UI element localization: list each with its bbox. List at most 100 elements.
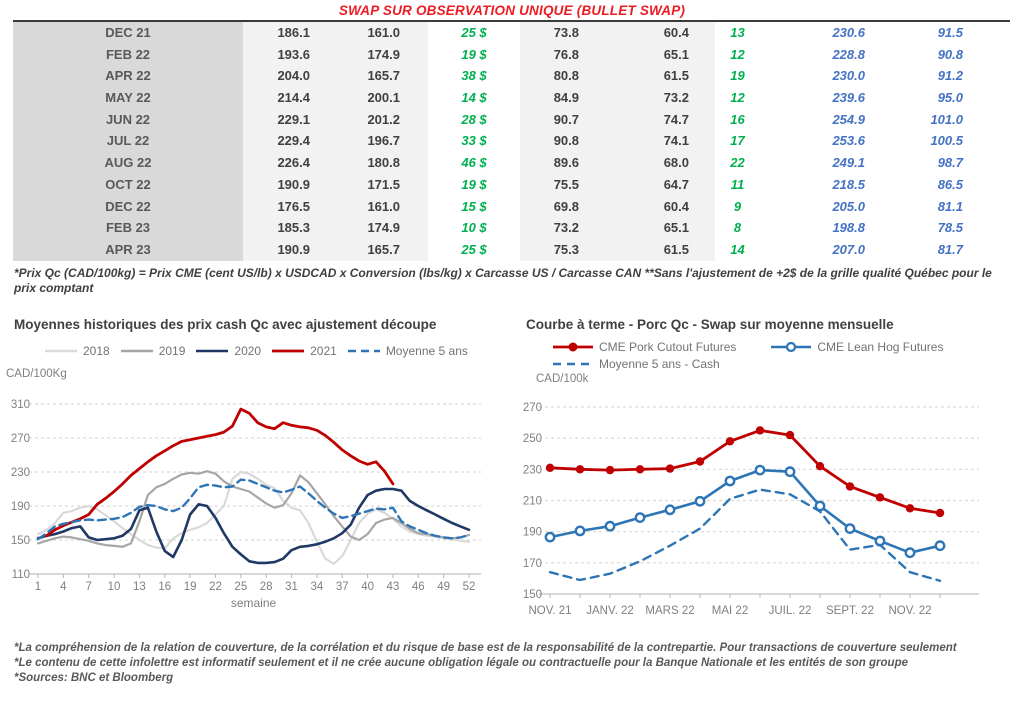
svg-text:150: 150 bbox=[523, 589, 542, 601]
value-cell: 73.2 bbox=[617, 87, 715, 109]
value-cell: 253.6 bbox=[832, 133, 865, 149]
legend-item-moyenne-cash: Moyenne 5 ans - Cash bbox=[552, 357, 720, 371]
table-row: FEB 23 185.3 174.9 10 $ 73.2 65.1 8 198.8 78.5 bbox=[13, 217, 1010, 239]
svg-text:270: 270 bbox=[11, 433, 30, 445]
value-cell: 81.1 bbox=[937, 198, 963, 214]
value-cell: 84.9 bbox=[520, 87, 617, 109]
disclaimer-line: *La compréhension de la relation de couv… bbox=[14, 641, 957, 654]
forward-curve-chart: 150 170 190 210 230 250 270 NOV. 21 JANV. 22 MARS… bbox=[523, 402, 979, 617]
value-cell: 75.3 bbox=[520, 238, 617, 261]
value-cell: 171.5 bbox=[330, 173, 428, 196]
svg-text:31: 31 bbox=[285, 581, 298, 593]
value-cell: 214.4 bbox=[243, 87, 330, 109]
dashed-line-swatch-icon bbox=[553, 362, 593, 365]
svg-text:28: 28 bbox=[260, 581, 273, 593]
value-cell: 165.7 bbox=[330, 65, 428, 88]
value-cell: 254.9 bbox=[832, 111, 865, 127]
value-cell: 22 bbox=[730, 155, 745, 171]
svg-text:40: 40 bbox=[361, 581, 374, 593]
value-cell: 95.0 bbox=[937, 90, 963, 106]
svg-text:NOV. 22: NOV. 22 bbox=[888, 605, 931, 617]
value-cell: 196.7 bbox=[330, 130, 428, 153]
disclaimer-line: *Le contenu de cette infolettre est info… bbox=[14, 656, 908, 669]
value-cell: 229.1 bbox=[243, 108, 330, 131]
svg-text:13: 13 bbox=[133, 581, 146, 593]
value-cell: 91.5 bbox=[937, 25, 963, 40]
dashed-line-swatch-icon bbox=[347, 349, 380, 352]
svg-text:MARS 22: MARS 22 bbox=[645, 605, 694, 617]
value-cell: 8 bbox=[733, 220, 742, 236]
value-cell: 19 $ bbox=[461, 176, 487, 192]
table-row: AUG 22 226.4 180.8 46 $ 89.6 68.0 22 249.1 98.7 bbox=[13, 152, 1010, 174]
charts-section: Moyennes historiques des prix cash Qc av… bbox=[0, 303, 1024, 627]
line-swatch-icon bbox=[120, 349, 153, 352]
month-cell: OCT 22 bbox=[13, 173, 243, 196]
value-cell: 46 $ bbox=[461, 155, 487, 171]
legend-item-2019: 2019 bbox=[120, 344, 185, 358]
value-cell: 86.5 bbox=[937, 176, 963, 192]
value-cell: 161.0 bbox=[330, 195, 428, 218]
value-cell: 200.1 bbox=[330, 87, 428, 109]
svg-text:22: 22 bbox=[209, 581, 222, 593]
value-cell: 193.6 bbox=[243, 43, 330, 66]
value-cell: 64.7 bbox=[617, 173, 715, 196]
value-cell: 205.0 bbox=[832, 198, 865, 214]
value-cell: 28 $ bbox=[461, 111, 487, 127]
disclaimer-footer: *La compréhension de la relation de couv… bbox=[14, 641, 1024, 686]
historical-chart-legend: 2018 2019 2020 2021 Moyenne 5 ans bbox=[44, 344, 512, 358]
value-cell: 14 bbox=[730, 241, 745, 257]
month-cell: AUG 22 bbox=[13, 152, 243, 174]
svg-text:46: 46 bbox=[412, 581, 425, 593]
value-cell: 100.5 bbox=[930, 133, 963, 149]
value-cell: 38 $ bbox=[461, 68, 487, 84]
value-cell: 226.4 bbox=[243, 152, 330, 174]
svg-text:NOV. 21: NOV. 21 bbox=[528, 605, 571, 617]
value-cell: 12 bbox=[730, 46, 745, 62]
value-cell: 33 $ bbox=[461, 133, 487, 149]
table-row: JUL 22 229.4 196.7 33 $ 90.8 74.1 17 253.6 100.5 bbox=[13, 130, 1010, 153]
value-cell: 68.0 bbox=[617, 152, 715, 174]
value-cell: 74.1 bbox=[617, 130, 715, 153]
svg-text:310: 310 bbox=[11, 399, 30, 411]
line-swatch-icon bbox=[272, 349, 305, 352]
legend-row: Moyenne 5 ans - Cash bbox=[552, 357, 1024, 371]
month-cell: FEB 22 bbox=[13, 43, 243, 66]
svg-text:4: 4 bbox=[60, 581, 67, 593]
value-cell: 80.8 bbox=[520, 65, 617, 88]
forward-curve-section: Courbe à terme - Porc Qc - Swap sur moye… bbox=[512, 303, 1024, 627]
month-cell: APR 22 bbox=[13, 65, 243, 88]
historical-prices-chart: 110 150 190 230 270 310 1 4 7 10 13 16 19 22 25 28 31 34 3… bbox=[11, 399, 481, 610]
value-cell: 65.1 bbox=[617, 43, 715, 66]
month-cell: FEB 23 bbox=[13, 217, 243, 239]
value-cell: 101.0 bbox=[930, 111, 963, 127]
value-cell: 65.1 bbox=[617, 217, 715, 239]
table-row: MAY 22 214.4 200.1 14 $ 84.9 73.2 12 239.6 95.0 bbox=[13, 87, 1010, 109]
value-cell: 174.9 bbox=[330, 43, 428, 66]
legend-label: CME Lean Hog Futures bbox=[817, 339, 944, 354]
svg-text:170: 170 bbox=[523, 557, 542, 569]
month-cell: JUN 22 bbox=[13, 108, 243, 131]
value-cell: 25 $ bbox=[461, 25, 487, 40]
value-cell: 12 bbox=[730, 90, 745, 106]
svg-text:MAI 22: MAI 22 bbox=[712, 605, 748, 617]
forward-curve-legend: CME Pork Cutout Futures CME Lean Hog Fut… bbox=[552, 340, 1024, 371]
value-cell: 161.0 bbox=[330, 22, 428, 44]
value-cell: 230.0 bbox=[832, 68, 865, 84]
marker-line-swatch-icon bbox=[771, 341, 812, 352]
sources-line: *Sources: BNC et Bloomberg bbox=[14, 671, 174, 684]
y-axis-unit-label: CAD/100k bbox=[536, 372, 589, 385]
legend-item-pork-cutout: CME Pork Cutout Futures bbox=[552, 340, 736, 354]
legend-label: 2020 bbox=[234, 343, 262, 358]
value-cell: 61.5 bbox=[617, 65, 715, 88]
value-cell: 19 $ bbox=[461, 46, 487, 62]
historical-chart-title: Moyennes historiques des prix cash Qc av… bbox=[14, 316, 437, 332]
month-cell: DEC 21 bbox=[13, 22, 243, 44]
value-cell: 13 bbox=[730, 25, 745, 40]
legend-row: CME Pork Cutout Futures CME Lean Hog Fut… bbox=[552, 340, 1024, 354]
value-cell: 16 bbox=[730, 111, 745, 127]
y-axis-unit-label: CAD/100Kg bbox=[6, 367, 67, 380]
value-cell: 11 bbox=[730, 176, 745, 192]
value-cell: 9 bbox=[733, 198, 742, 214]
legend-label: Moyenne 5 ans bbox=[385, 343, 468, 358]
value-cell: 73.8 bbox=[520, 22, 617, 44]
